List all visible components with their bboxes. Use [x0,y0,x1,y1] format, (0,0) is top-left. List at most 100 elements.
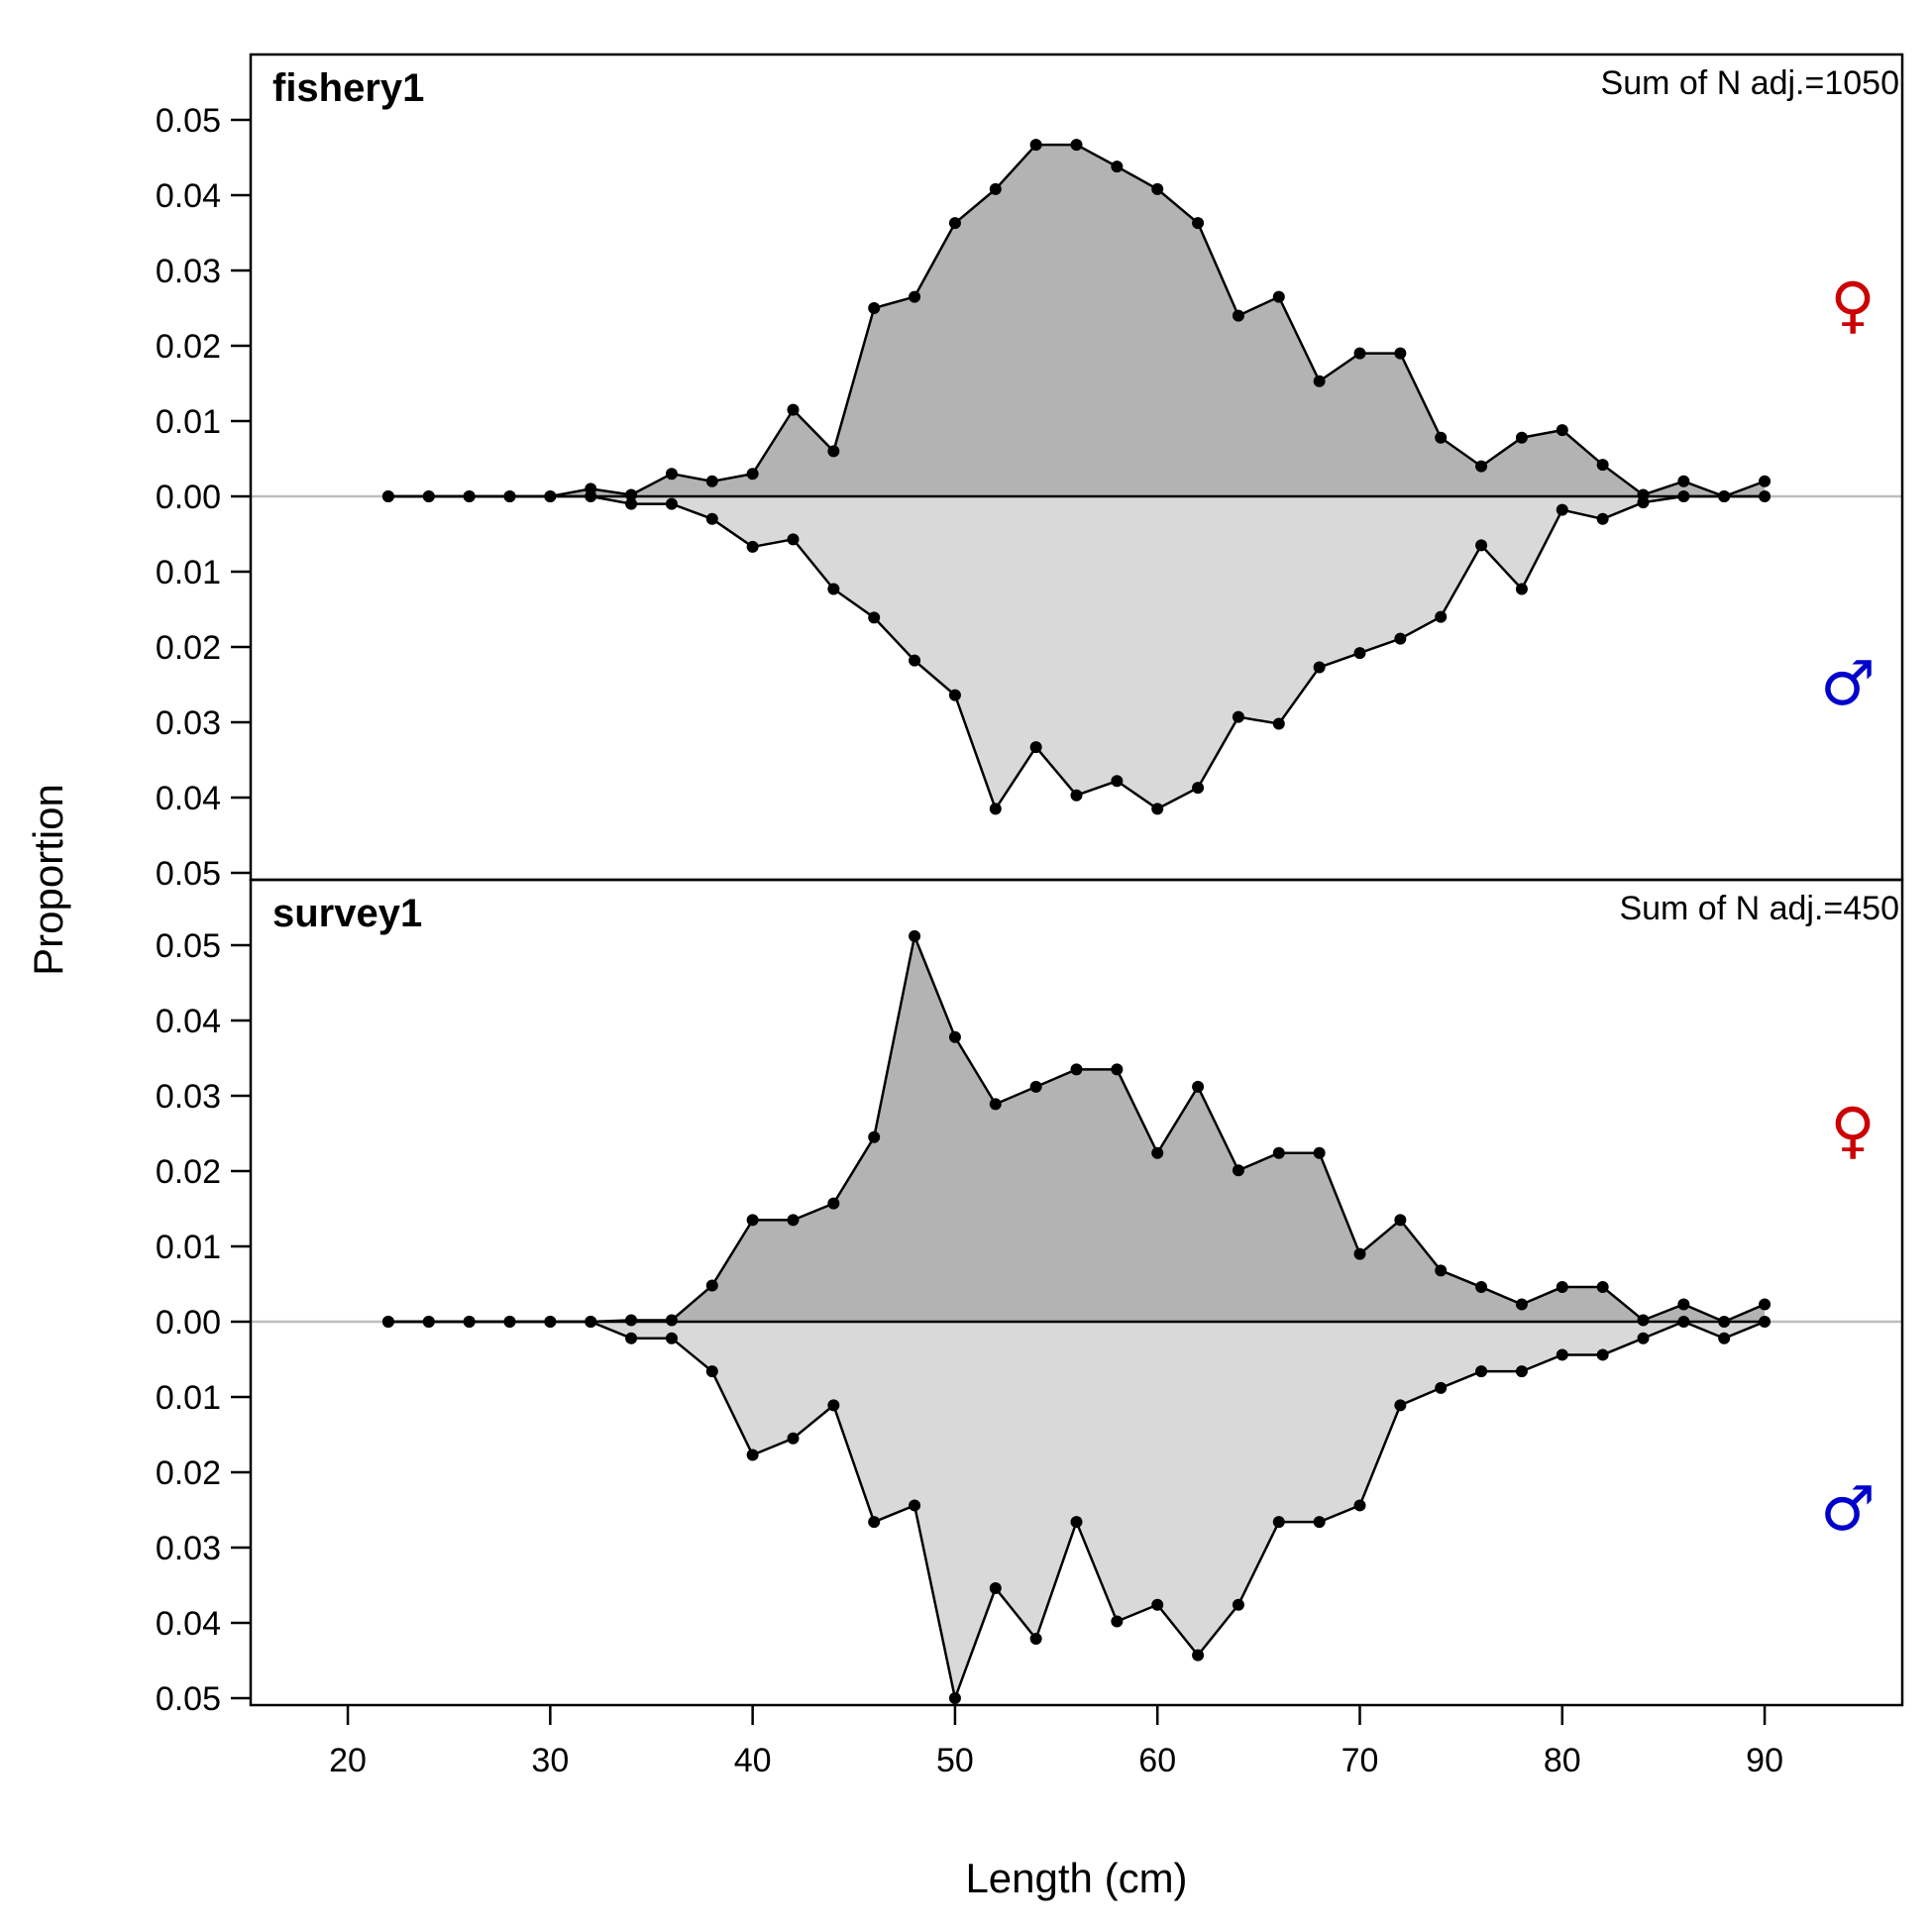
female-point [1475,1281,1488,1294]
female-point [1353,1247,1366,1260]
male-point [1435,610,1448,623]
male-point [422,490,435,502]
x-tick-label: 90 [1746,1742,1783,1779]
female-point [909,929,921,942]
male-point [1192,1649,1205,1662]
male-point [948,689,961,701]
female-point [827,445,840,458]
female-point [1556,1281,1568,1294]
male-point [1070,789,1083,802]
male-point [1435,1381,1448,1394]
sample-size-annotation: Sum of N adj.=1050 [1601,64,1899,102]
panels: 0.00 0.01 0.01 0.02 0.02 0.03 0.03 0.04 0.04 0.05… [156,53,1904,1718]
female-area [387,145,1766,496]
female-point [948,1030,961,1043]
male-point [422,1316,435,1328]
female-area [387,935,1766,1322]
male-point [705,512,718,525]
male-point [1596,1348,1609,1361]
male-symbol-icon: ♂ [1820,647,1876,719]
y-tick-label: 0.01 [156,554,221,591]
female-point [1394,347,1407,360]
female-point [1677,475,1690,487]
y-tick-label: 0.05 [156,927,221,965]
male-point [1718,1332,1731,1344]
male-point [1272,1516,1285,1529]
female-point [989,1098,1002,1111]
y-tick-label: 0.02 [156,1153,221,1191]
male-point [1637,1332,1650,1344]
male-point [544,490,557,502]
female-point [746,468,759,481]
female-point [1596,459,1609,472]
female-point [1475,460,1488,473]
female-point [1192,217,1205,230]
male-point [1515,1365,1528,1378]
male-point [1759,1316,1771,1328]
male-point [1232,1598,1244,1611]
female-point [1718,1316,1731,1328]
male-point [1353,1499,1366,1512]
panel-frame [249,878,1904,1707]
female-point [1759,475,1771,487]
x-axis: 20 30 40 50 60 70 80 90 [329,1705,1783,1779]
male-area [387,1322,1766,1698]
male-symbol-icon: ♂ [1820,1472,1876,1545]
male-point [989,1582,1002,1595]
male-point [1029,1632,1042,1645]
male-point [827,1399,840,1412]
female-point [868,1130,881,1143]
male-point [503,1316,516,1328]
male-point [1313,1516,1326,1529]
male-point [381,490,394,502]
panel-survey1: 0.00 0.01 0.01 0.02 0.02 0.03 0.03 0.04 0.04 0.05… [156,878,1904,1718]
female-point [1394,1214,1407,1227]
female-point [868,302,881,314]
y-tick-label: 0.00 [156,479,221,516]
female-point [827,1197,840,1210]
male-point [665,497,678,510]
female-point [1515,1298,1528,1311]
y-tick-label: 0.00 [156,1304,221,1342]
male-point [1556,503,1568,516]
female-point [665,468,678,481]
female-point [1192,1080,1205,1093]
y-tick-label: 0.05 [156,855,221,893]
panel-title: fishery1 [272,66,424,110]
y-axis: 0.00 0.01 0.01 0.02 0.02 0.03 0.03 0.04 0.04 0.05… [156,927,251,1718]
x-tick-label: 70 [1342,1742,1379,1779]
male-point [1070,1516,1083,1529]
male-point [1677,490,1690,502]
male-point [1394,632,1407,645]
x-tick-label: 40 [734,1742,772,1779]
male-point [1151,803,1164,815]
female-point [705,1279,718,1292]
male-point [1192,782,1205,795]
male-area [387,496,1766,809]
male-point [1556,1348,1568,1361]
female-point [1272,1146,1285,1159]
male-point [948,1692,961,1704]
female-point [625,1314,638,1327]
y-tick-label: 0.04 [156,1003,221,1040]
male-point [1637,496,1650,509]
male-point [1232,710,1244,723]
y-tick-label: 0.03 [156,1530,221,1567]
y-tick-label: 0.04 [156,780,221,817]
male-point [827,583,840,595]
male-point [989,803,1002,815]
female-point [909,290,921,303]
female-point [1353,347,1366,360]
male-point [585,1316,597,1328]
female-point [1070,139,1083,152]
female-point [1029,139,1042,152]
panel-fishery1: 0.00 0.01 0.01 0.02 0.02 0.03 0.03 0.04 0.04 0.05… [156,53,1904,893]
male-point [463,490,476,502]
male-point [787,533,800,546]
male-point [1718,490,1731,502]
y-tick-label: 0.03 [156,1078,221,1116]
male-point [1029,741,1042,754]
female-point [787,403,800,416]
y-tick-label: 0.03 [156,253,221,290]
male-point [1475,539,1488,552]
